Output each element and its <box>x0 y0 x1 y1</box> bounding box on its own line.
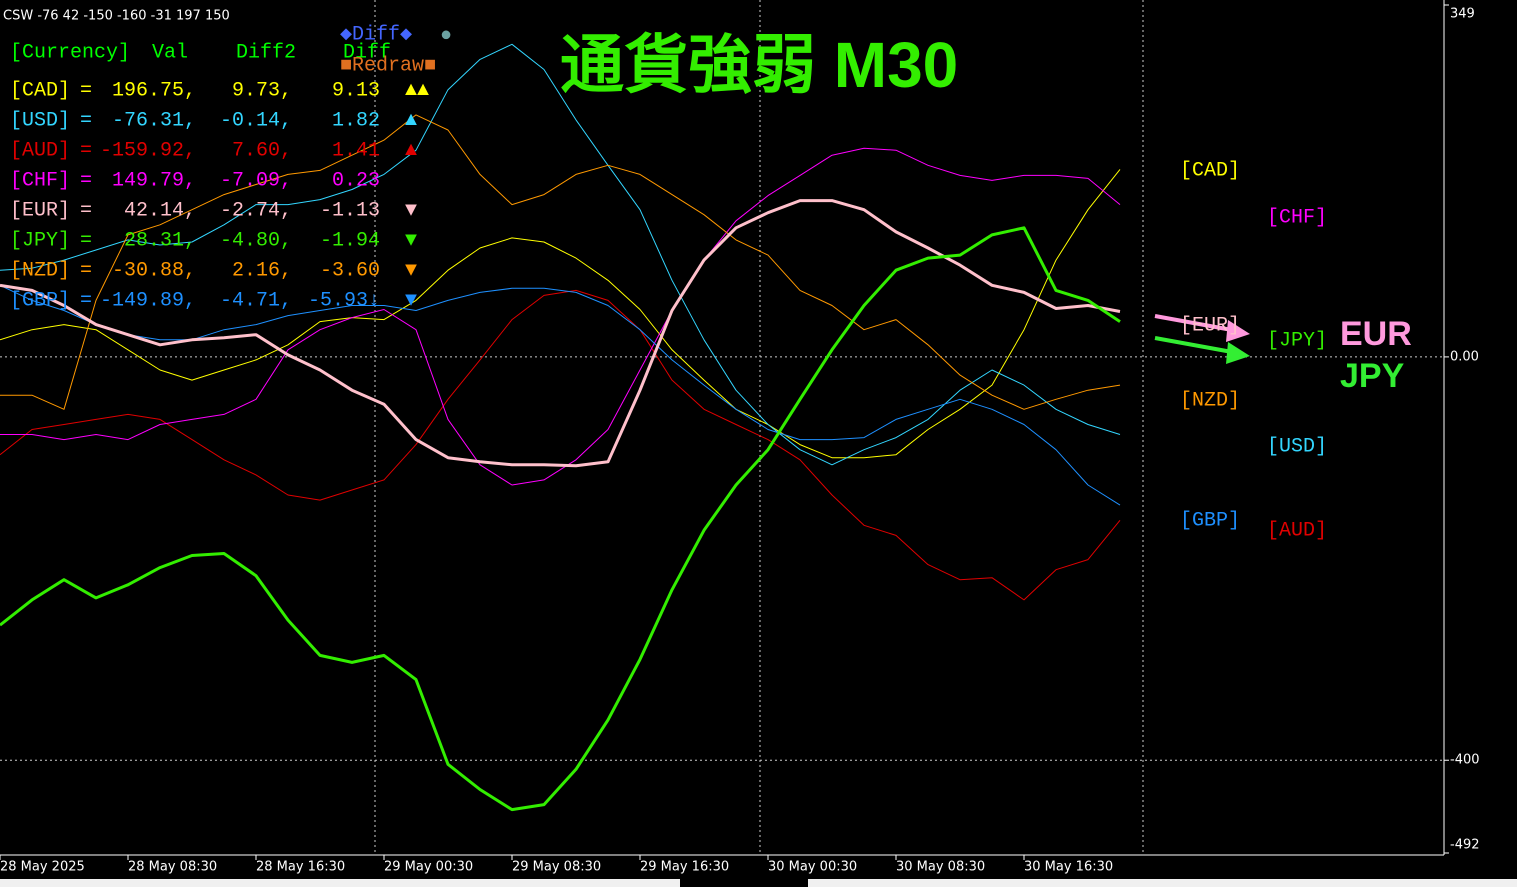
series-line <box>0 114 1121 410</box>
column-header: Val <box>152 41 188 64</box>
currency-name: [USD] <box>10 109 70 132</box>
arrow-head <box>1226 320 1250 342</box>
val: -30.88, <box>112 259 196 282</box>
diff2: 9.73, <box>232 79 292 102</box>
series-label: [CAD] <box>1180 159 1240 182</box>
equals: = <box>80 199 92 222</box>
y-tick-label: -492 <box>1450 838 1480 853</box>
series-line <box>0 289 1121 601</box>
diff: 1.41 <box>332 139 380 162</box>
diff2: -0.14, <box>220 109 292 132</box>
diff2: -4.71, <box>220 289 292 312</box>
series-label: [EUR] <box>1180 314 1240 337</box>
x-tick-label: 29 May 00:30 <box>384 860 473 875</box>
grid <box>0 0 1444 855</box>
y-tick-label: 349 <box>1450 7 1475 22</box>
currency-name: [AUD] <box>10 139 70 162</box>
currency-name: [EUR] <box>10 199 70 222</box>
diff2: -4.80, <box>220 229 292 252</box>
series-label: [GBP] <box>1180 509 1240 532</box>
panel: [Currency] Val Diff2 Diff ◆Diff◆ ● ■Redr… <box>10 23 452 312</box>
diff: 1.82 <box>332 109 380 132</box>
diff: -3.60 <box>320 259 380 282</box>
equals: = <box>80 139 92 162</box>
currency-name: [NZD] <box>10 259 70 282</box>
equals: = <box>80 79 92 102</box>
currency-name: [GBP] <box>10 289 70 312</box>
diff2: -2.74, <box>220 199 292 222</box>
diff-button[interactable]: ◆Diff◆ <box>340 23 412 46</box>
x-tick-label: 29 May 08:30 <box>512 860 601 875</box>
x-tick-label: 28 May 08:30 <box>128 860 217 875</box>
annotation: JPY <box>1340 357 1405 395</box>
series-label: [AUD] <box>1267 519 1327 542</box>
x-tick-label: 30 May 00:30 <box>768 860 857 875</box>
equals: = <box>80 109 92 132</box>
y-tick-label: 0.00 <box>1450 349 1479 364</box>
series-label: [CHF] <box>1267 206 1327 229</box>
trend: ▼ <box>405 259 417 282</box>
trend: ▲ <box>405 139 417 162</box>
scrollbar <box>808 879 1517 887</box>
x-tick-label: 30 May 08:30 <box>896 860 985 875</box>
arrow <box>1154 336 1233 354</box>
redraw-button[interactable]: ■Redraw■ <box>340 54 436 77</box>
series-line <box>0 169 1121 459</box>
scrollbar <box>0 879 680 887</box>
column-header: Diff <box>343 41 391 64</box>
series-line <box>0 226 1121 812</box>
arrow-head <box>1226 342 1250 364</box>
y-tick-label: -400 <box>1450 753 1480 768</box>
series-line <box>0 43 1121 466</box>
val: 149.79, <box>112 169 196 192</box>
x-tick-label: 29 May 16:30 <box>640 860 729 875</box>
equals: = <box>80 229 92 252</box>
trend: ▲ <box>405 109 417 132</box>
arrow <box>1154 314 1233 332</box>
equals: = <box>80 289 92 312</box>
series-label: [JPY] <box>1267 329 1327 352</box>
column-header: [Currency] <box>10 41 130 64</box>
currency-name: [CAD] <box>10 79 70 102</box>
currency-name: [CHF] <box>10 169 70 192</box>
equals: = <box>80 259 92 282</box>
trend: ▼ <box>405 229 417 252</box>
series-label: [USD] <box>1267 435 1327 458</box>
diff2: 7.60, <box>232 139 292 162</box>
x-tick-label: 28 May 2025 <box>0 860 85 875</box>
x-tick-label: 30 May 16:30 <box>1024 860 1113 875</box>
currency-name: [JPY] <box>10 229 70 252</box>
diff: 9.13 <box>332 79 380 102</box>
val: 28.31, <box>124 229 196 252</box>
diff2: -7.09, <box>220 169 292 192</box>
val: -76.31, <box>112 109 196 132</box>
diff: 0.23 <box>332 169 380 192</box>
val: -159.92, <box>100 139 196 162</box>
val: 196.75, <box>112 79 196 102</box>
equals: = <box>80 169 92 192</box>
series-line <box>0 147 1121 486</box>
header: CSW -76 42 -150 -160 -31 197 150 <box>3 9 230 24</box>
annotation: EUR <box>1340 315 1412 353</box>
lines <box>0 43 1121 812</box>
diff2: 2.16, <box>232 259 292 282</box>
series-label: [NZD] <box>1180 389 1240 412</box>
val: 42.14, <box>124 199 196 222</box>
trend: ▼ <box>405 289 417 312</box>
diff: -1.13 <box>320 199 380 222</box>
diff: -1.94 <box>320 229 380 252</box>
chart-title: 通貨強弱 M30 <box>560 29 958 101</box>
val: -149.89, <box>100 289 196 312</box>
trend: ▼ <box>405 199 417 222</box>
trend: ▲▲ <box>405 79 429 102</box>
series-line <box>0 199 1121 468</box>
column-header: Diff2 <box>236 41 296 64</box>
x-tick-label: 28 May 16:30 <box>256 860 345 875</box>
status-dot: ● <box>440 24 452 47</box>
diff: -5.93↓ <box>308 289 380 312</box>
